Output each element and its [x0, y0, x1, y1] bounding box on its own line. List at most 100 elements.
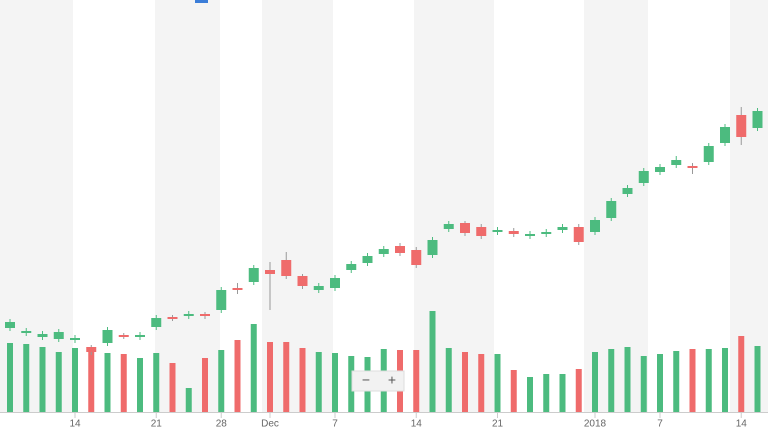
volume-bar — [640, 356, 647, 412]
x-tick-label: 7 — [332, 419, 338, 430]
candle-body — [671, 160, 682, 165]
candle-body — [330, 278, 340, 288]
volume-bar — [413, 350, 420, 412]
volume-bar — [429, 311, 436, 412]
volume-bar — [738, 336, 745, 412]
candle-body — [5, 322, 15, 328]
volume-bar — [673, 351, 680, 412]
x-tick-label: 7 — [657, 419, 663, 430]
candle-body — [70, 338, 80, 340]
x-tick-label: 28 — [216, 419, 228, 430]
candle-body — [86, 347, 97, 352]
zoom-control[interactable]: − + — [351, 370, 405, 392]
volume-bar — [624, 347, 631, 412]
candle-body — [37, 334, 48, 337]
volume-bar — [169, 363, 176, 412]
candle-body — [362, 256, 373, 263]
volume-bar — [23, 344, 30, 412]
candle-body — [736, 115, 747, 137]
candle-body — [525, 234, 535, 236]
zoom-in[interactable]: + — [388, 372, 396, 388]
volume-bar — [332, 353, 338, 412]
volume-bar — [88, 348, 95, 412]
candle-body — [232, 288, 243, 290]
x-tick-label: Dec — [261, 419, 279, 430]
candle-body — [216, 290, 227, 310]
candle-body — [265, 270, 275, 274]
volume-bar — [543, 374, 550, 412]
candle-body — [313, 286, 324, 290]
volume-bar — [575, 369, 582, 412]
candle-body — [411, 250, 422, 265]
volume-bar — [234, 340, 241, 412]
candle-body — [752, 111, 763, 128]
candle-body — [167, 317, 178, 319]
candle-body — [427, 240, 438, 255]
volume-bar — [315, 352, 322, 412]
candle-body — [573, 227, 584, 242]
x-tick-label: 14 — [736, 419, 748, 430]
candle-body — [102, 330, 113, 343]
candle-body — [508, 231, 519, 234]
x-tick-label: 14 — [69, 419, 81, 430]
x-tick-label: 21 — [492, 419, 504, 430]
x-tick-label: 14 — [411, 419, 423, 430]
candle-body — [443, 224, 454, 229]
x-tick-label: 21 — [151, 419, 163, 430]
candle-body — [460, 223, 470, 233]
candle-body — [118, 335, 129, 337]
candle-body — [21, 331, 32, 333]
candle-body — [557, 227, 568, 230]
candle-body — [395, 246, 405, 253]
volume-bar — [462, 352, 468, 412]
volume-bar — [705, 349, 712, 412]
candle-body — [151, 318, 162, 327]
candle-body — [638, 171, 649, 183]
volume-bar — [7, 343, 13, 412]
volume-bar — [137, 358, 143, 412]
volume-bar — [608, 349, 615, 412]
volume-bar — [153, 353, 160, 412]
volume-bar — [445, 348, 452, 412]
volume-bar — [104, 353, 111, 412]
volume-bar — [39, 347, 46, 412]
candle-body — [53, 332, 64, 339]
volume-bar — [72, 348, 78, 412]
volume-bar — [510, 370, 517, 412]
candle-body — [687, 166, 698, 168]
volume-bar — [120, 354, 127, 412]
volume-bar — [657, 354, 663, 412]
candle-body — [492, 230, 503, 232]
zoom-box — [351, 370, 405, 392]
candle-body — [281, 260, 292, 276]
volume-bar — [250, 324, 257, 412]
volume-bar — [559, 374, 566, 412]
volume-bar — [185, 388, 192, 412]
volume-bar — [754, 346, 761, 412]
candle-body — [590, 220, 600, 232]
volume-bar — [478, 354, 485, 412]
volume-bar — [202, 358, 208, 412]
zoom-out[interactable]: − — [362, 372, 370, 388]
volume-bar — [722, 348, 728, 412]
volume-bar — [283, 342, 290, 412]
x-tick-label: 2018 — [584, 419, 607, 430]
candle-body — [297, 276, 308, 286]
volume-bar — [592, 352, 598, 412]
candle-body — [135, 335, 145, 337]
volume-bar — [299, 348, 306, 412]
candle-body — [183, 314, 194, 316]
volume-bar — [689, 349, 696, 412]
candle-body — [622, 188, 633, 194]
volume-bar — [527, 377, 533, 412]
candle-body — [378, 249, 389, 254]
candle-body — [655, 167, 665, 172]
volume-bar — [494, 354, 501, 412]
candle-body — [541, 232, 552, 234]
volume-bar — [267, 342, 273, 412]
candle-body — [720, 127, 730, 143]
candle-body — [703, 146, 714, 162]
candle-body — [476, 227, 487, 236]
candle-body — [346, 264, 357, 270]
